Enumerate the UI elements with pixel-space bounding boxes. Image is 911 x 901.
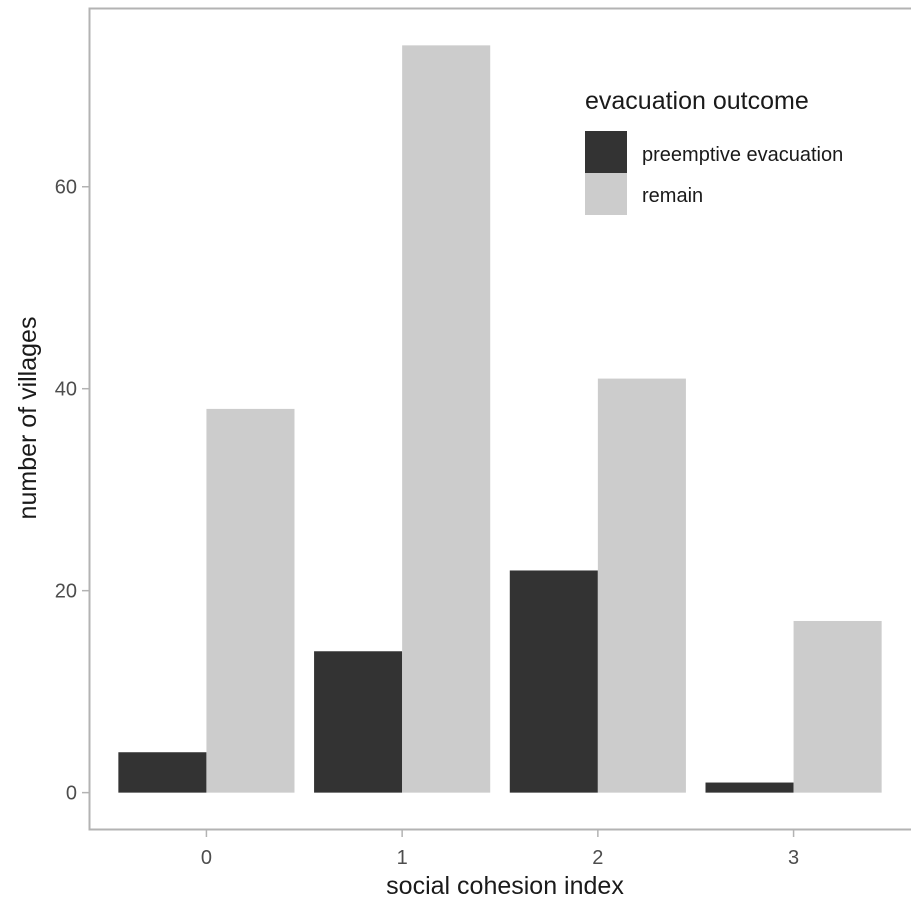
x-tick-label: 2: [592, 847, 603, 869]
y-tick-label: 0: [66, 783, 77, 805]
bar-preemptive-evacuation-3: [705, 782, 794, 793]
x-axis-title: social cohesion index: [386, 872, 624, 900]
y-axis-title: number of villages: [14, 317, 42, 520]
bar-remain-2: [597, 378, 686, 793]
bar-remain-1: [402, 45, 491, 793]
y-tick-label: 20: [55, 581, 77, 603]
panel-border: [88, 7, 911, 831]
legend-key-remain: [585, 173, 627, 215]
x-axis: 0 1 2 3: [201, 830, 799, 869]
bar-preemptive-evacuation-1: [314, 651, 403, 793]
legend-label-preemptive-evacuation: preemptive evacuation: [642, 144, 843, 166]
bar-preemptive-evacuation-2: [509, 570, 598, 793]
bar-remain-0: [206, 408, 295, 793]
bar-preemptive-evacuation-0: [118, 752, 207, 793]
y-tick-label: 40: [55, 379, 77, 401]
x-tick-label: 0: [201, 847, 212, 869]
y-axis: 0 20 40 60: [55, 177, 89, 805]
bars: [118, 45, 882, 793]
bar-remain-3: [793, 620, 882, 793]
legend: evacuation outcome preemptive evacuation…: [585, 87, 843, 215]
legend-key-preemptive-evacuation: [585, 131, 627, 173]
x-tick-label: 1: [397, 847, 408, 869]
legend-title: evacuation outcome: [585, 87, 809, 115]
panel-frame: [88, 7, 911, 831]
legend-label-remain: remain: [642, 185, 703, 207]
y-tick-label: 60: [55, 177, 77, 199]
x-tick-label: 3: [788, 847, 799, 869]
